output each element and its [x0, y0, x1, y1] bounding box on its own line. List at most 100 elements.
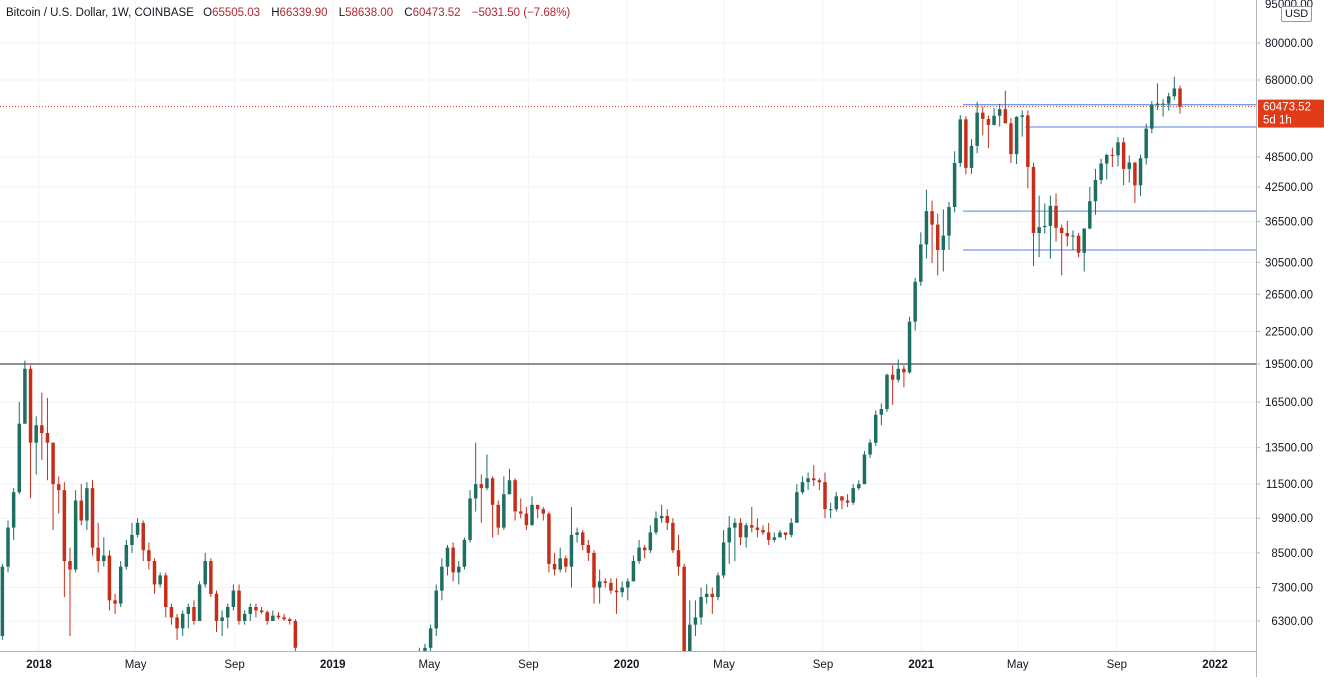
candle[interactable]: [507, 468, 512, 495]
candle[interactable]: [73, 490, 78, 573]
candle[interactable]: [806, 472, 810, 491]
candle[interactable]: [1121, 137, 1126, 186]
candle[interactable]: [231, 584, 236, 611]
candle[interactable]: [118, 561, 123, 608]
candle[interactable]: [141, 520, 145, 562]
candle[interactable]: [597, 569, 602, 604]
candle[interactable]: [485, 454, 489, 491]
candle[interactable]: [919, 232, 923, 286]
candle[interactable]: [1048, 195, 1053, 259]
candle[interactable]: [541, 507, 546, 521]
candle[interactable]: [552, 552, 557, 576]
candle[interactable]: [614, 578, 619, 614]
candle[interactable]: [941, 209, 946, 272]
candle[interactable]: [535, 504, 540, 519]
candle[interactable]: [1026, 110, 1030, 189]
candle[interactable]: [969, 139, 974, 174]
candle[interactable]: [975, 101, 979, 154]
candle[interactable]: [79, 484, 84, 526]
candle[interactable]: [1104, 153, 1109, 180]
candle[interactable]: [907, 316, 912, 374]
candle[interactable]: [287, 617, 292, 625]
candle[interactable]: [592, 550, 596, 604]
candle[interactable]: [727, 515, 731, 564]
candle[interactable]: [175, 613, 179, 640]
candle[interactable]: [226, 603, 230, 629]
candle[interactable]: [220, 610, 224, 636]
candle[interactable]: [924, 189, 929, 259]
candle[interactable]: [580, 529, 585, 551]
candle[interactable]: [772, 532, 777, 543]
candle[interactable]: [620, 581, 624, 598]
candle[interactable]: [164, 572, 168, 618]
candle[interactable]: [885, 373, 889, 412]
candle[interactable]: [6, 520, 10, 573]
candle[interactable]: [434, 584, 438, 636]
candle[interactable]: [755, 518, 760, 538]
candle[interactable]: [45, 397, 50, 481]
candle[interactable]: [693, 600, 698, 636]
candle[interactable]: [642, 544, 647, 559]
candle[interactable]: [11, 488, 16, 540]
candle[interactable]: [524, 507, 529, 530]
candle[interactable]: [947, 201, 951, 250]
candle[interactable]: [682, 563, 686, 651]
candle[interactable]: [248, 603, 253, 621]
candle[interactable]: [1110, 147, 1115, 167]
candle[interactable]: [795, 484, 799, 523]
candle[interactable]: [209, 558, 213, 598]
candle[interactable]: [85, 482, 89, 530]
candle[interactable]: [90, 480, 95, 556]
candle[interactable]: [271, 610, 275, 621]
candle[interactable]: [23, 360, 27, 424]
candle[interactable]: [293, 619, 298, 651]
candle[interactable]: [259, 607, 264, 614]
candle[interactable]: [68, 547, 72, 636]
candle[interactable]: [761, 525, 765, 535]
candle[interactable]: [440, 558, 444, 601]
candle[interactable]: [147, 542, 151, 570]
candle[interactable]: [997, 103, 1002, 127]
candle[interactable]: [1065, 220, 1070, 247]
candle[interactable]: [496, 500, 500, 535]
candle[interactable]: [738, 518, 743, 545]
candle[interactable]: [1043, 203, 1047, 234]
candle[interactable]: [721, 529, 726, 579]
candle[interactable]: [1116, 137, 1120, 167]
candle[interactable]: [1150, 101, 1154, 134]
candle[interactable]: [750, 507, 754, 533]
candle[interactable]: [451, 542, 455, 582]
candle[interactable]: [811, 465, 816, 487]
candle[interactable]: [1093, 168, 1098, 215]
candle[interactable]: [704, 584, 709, 604]
candle[interactable]: [873, 410, 878, 447]
candle[interactable]: [530, 496, 534, 526]
candle[interactable]: [1172, 76, 1177, 100]
candle[interactable]: [519, 498, 523, 519]
candle[interactable]: [1076, 232, 1081, 258]
candle[interactable]: [1014, 116, 1019, 164]
candle[interactable]: [733, 518, 737, 562]
candle[interactable]: [789, 518, 793, 538]
candle[interactable]: [513, 478, 517, 521]
candle[interactable]: [56, 476, 61, 514]
candle[interactable]: [124, 539, 129, 570]
candle[interactable]: [423, 643, 427, 651]
candle[interactable]: [935, 213, 940, 276]
candle[interactable]: [197, 581, 202, 621]
candle[interactable]: [958, 114, 962, 167]
candle[interactable]: [17, 402, 22, 495]
candle[interactable]: [569, 507, 574, 588]
candle[interactable]: [186, 603, 191, 629]
candle[interactable]: [575, 527, 579, 543]
candle[interactable]: [558, 547, 562, 573]
candle[interactable]: [1161, 99, 1165, 117]
candle[interactable]: [34, 416, 38, 475]
candle[interactable]: [637, 539, 641, 564]
candle[interactable]: [778, 529, 782, 538]
candle[interactable]: [671, 518, 675, 553]
candle[interactable]: [282, 613, 286, 621]
candle[interactable]: [502, 476, 506, 530]
candle[interactable]: [203, 552, 207, 588]
